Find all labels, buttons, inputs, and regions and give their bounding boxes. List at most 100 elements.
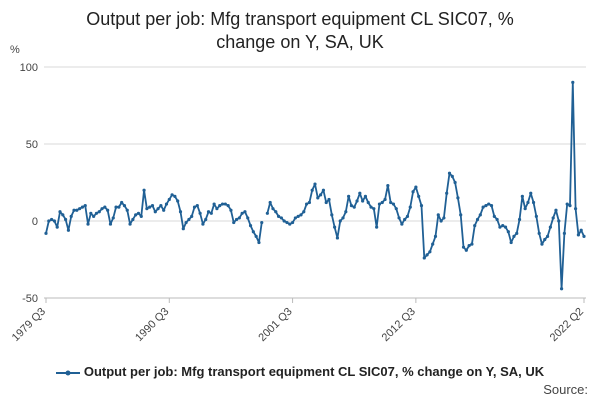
data-point[interactable] (422, 256, 426, 260)
data-point[interactable] (478, 213, 482, 217)
data-point[interactable] (97, 210, 101, 214)
data-point[interactable] (341, 216, 345, 220)
data-point[interactable] (148, 205, 152, 209)
data-point[interactable] (106, 208, 110, 212)
data-point[interactable] (232, 220, 236, 225)
data-point[interactable] (134, 213, 138, 217)
data-point[interactable] (164, 202, 169, 206)
data-point[interactable] (414, 185, 418, 189)
data-point[interactable] (237, 216, 241, 220)
data-point[interactable] (501, 224, 505, 228)
data-point[interactable] (321, 188, 326, 192)
data-point[interactable] (582, 234, 586, 238)
data-point[interactable] (450, 174, 454, 178)
data-point[interactable] (473, 224, 477, 228)
data-point[interactable] (86, 222, 90, 226)
data-point[interactable] (276, 214, 281, 218)
data-point[interactable] (201, 222, 205, 226)
data-point[interactable] (568, 204, 572, 208)
data-point[interactable] (428, 250, 432, 254)
data-point[interactable] (125, 208, 129, 212)
data-point[interactable] (447, 171, 452, 175)
data-point[interactable] (512, 234, 516, 238)
data-point[interactable] (268, 200, 272, 205)
data-point[interactable] (517, 217, 522, 222)
data-point[interactable] (167, 197, 171, 202)
data-point[interactable] (94, 211, 99, 215)
data-point[interactable] (215, 207, 219, 211)
data-point[interactable] (80, 205, 85, 209)
data-point[interactable] (251, 230, 255, 234)
data-point[interactable] (108, 222, 113, 226)
data-point[interactable] (173, 194, 177, 198)
data-point[interactable] (537, 231, 541, 235)
data-point[interactable] (240, 211, 244, 215)
data-point[interactable] (559, 287, 564, 291)
data-point[interactable] (47, 219, 51, 223)
data-point[interactable] (475, 217, 480, 222)
data-point[interactable] (442, 216, 446, 220)
data-point[interactable] (142, 188, 146, 192)
data-point[interactable] (461, 245, 466, 249)
data-point[interactable] (565, 202, 569, 206)
data-point[interactable] (397, 216, 401, 220)
data-point[interactable] (310, 188, 314, 192)
data-point[interactable] (408, 205, 412, 209)
data-point[interactable] (212, 202, 216, 206)
data-point[interactable] (176, 199, 180, 203)
data-point[interactable] (285, 220, 289, 225)
data-point[interactable] (391, 202, 396, 206)
data-point[interactable] (531, 200, 536, 205)
data-point[interactable] (58, 210, 62, 214)
data-point[interactable] (254, 234, 258, 238)
data-point[interactable] (366, 200, 370, 205)
data-point[interactable] (319, 193, 323, 197)
data-point[interactable] (117, 205, 121, 209)
data-point[interactable] (557, 219, 561, 223)
data-point[interactable] (44, 231, 48, 235)
data-point[interactable] (304, 202, 309, 206)
data-point[interactable] (355, 199, 359, 203)
data-point[interactable] (571, 80, 575, 84)
data-point[interactable] (52, 219, 57, 223)
data-point[interactable] (313, 182, 317, 186)
data-point[interactable] (498, 225, 502, 229)
data-point[interactable] (159, 204, 163, 208)
data-point[interactable] (66, 228, 71, 232)
data-point[interactable] (433, 234, 438, 238)
data-point[interactable] (506, 230, 510, 234)
data-point[interactable] (551, 216, 555, 220)
data-point[interactable] (69, 214, 73, 218)
data-point[interactable] (122, 204, 127, 208)
data-point[interactable] (333, 225, 337, 229)
data-point[interactable] (103, 205, 107, 209)
data-point[interactable] (554, 208, 558, 212)
data-point[interactable] (282, 219, 286, 223)
data-point[interactable] (100, 207, 104, 211)
data-point[interactable] (405, 214, 410, 218)
data-point[interactable] (204, 217, 208, 222)
data-point[interactable] (386, 183, 390, 188)
data-point[interactable] (324, 200, 328, 205)
data-point[interactable] (545, 234, 550, 238)
data-point[interactable] (195, 204, 199, 208)
data-point[interactable] (529, 191, 533, 195)
data-point[interactable] (243, 210, 247, 214)
data-point[interactable] (75, 208, 79, 212)
data-point[interactable] (394, 207, 398, 211)
data-point[interactable] (302, 210, 306, 214)
data-point[interactable] (352, 205, 356, 209)
data-point[interactable] (335, 236, 340, 240)
data-point[interactable] (72, 208, 76, 212)
data-point[interactable] (459, 213, 463, 217)
data-point[interactable] (419, 204, 424, 208)
data-point[interactable] (128, 222, 132, 226)
data-point[interactable] (218, 204, 222, 208)
data-point[interactable] (403, 217, 407, 222)
data-point[interactable] (192, 205, 197, 209)
data-point[interactable] (170, 193, 174, 197)
data-point[interactable] (327, 197, 331, 202)
data-point[interactable] (467, 244, 471, 248)
data-point[interactable] (576, 233, 581, 237)
data-point[interactable] (187, 217, 191, 222)
